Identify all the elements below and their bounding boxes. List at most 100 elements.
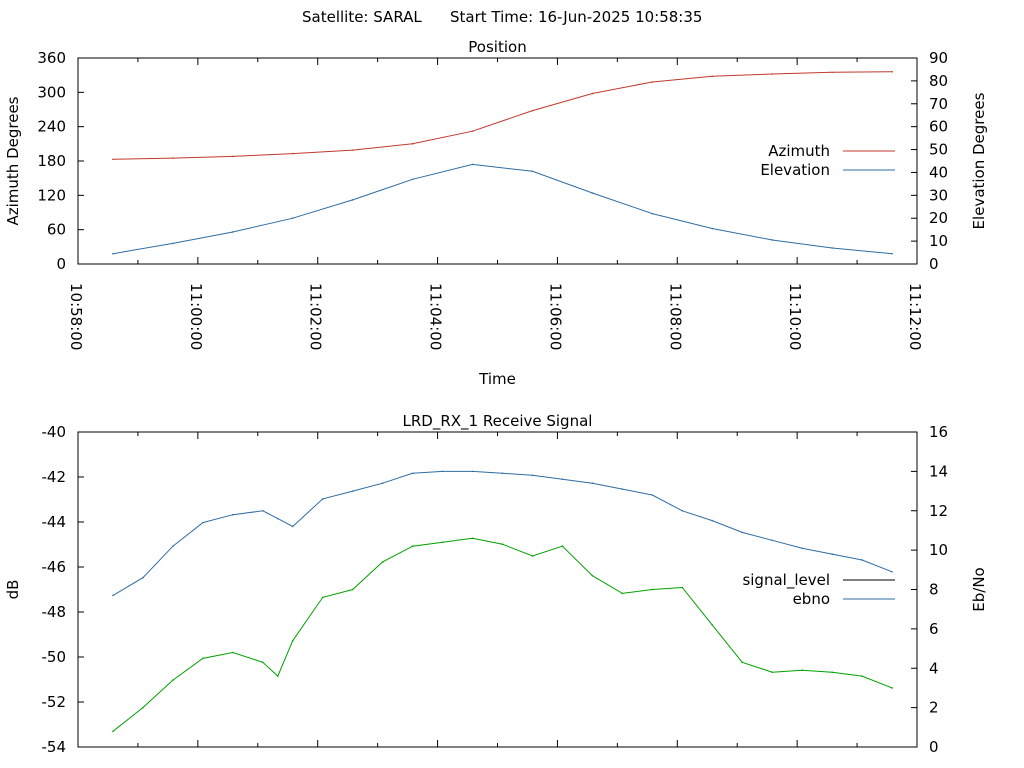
x-tick-label: 11:08:00	[666, 283, 684, 350]
data-point	[172, 545, 174, 547]
data-point	[411, 143, 414, 145]
y2-tick-label: 30	[929, 186, 948, 204]
data-point	[891, 252, 893, 255]
chart-title: LRD_RX_1 Receive Signal	[403, 412, 593, 431]
x-tick-label: 11:10:00	[786, 283, 804, 350]
data-point	[711, 75, 714, 78]
data-point	[172, 157, 174, 159]
satellite-label: Satellite: SARAL	[302, 8, 422, 26]
data-point	[891, 570, 893, 573]
series-line-Azimuth	[112, 71, 893, 160]
data-point	[276, 675, 279, 677]
y2-axis-label: Elevation Degrees	[970, 92, 988, 229]
data-point	[561, 478, 564, 481]
y2-tick-label: 0	[929, 738, 939, 756]
data-point	[711, 227, 714, 230]
x-axis-label: Time	[478, 370, 516, 388]
data-point	[261, 661, 264, 664]
data-point	[771, 239, 773, 241]
data-point	[202, 657, 204, 660]
y-tick-label: -50	[42, 648, 67, 666]
data-point	[501, 543, 504, 546]
data-point	[771, 539, 773, 542]
data-point	[172, 679, 174, 681]
data-point	[291, 152, 294, 155]
data-point	[321, 498, 324, 500]
data-point	[891, 687, 893, 689]
chart-1: Position 0 60 120 180 240 300 360 0 10 20 30 40 50 60 7…	[4, 38, 988, 388]
legend-label: signal_level	[742, 571, 830, 590]
y-tick-label: -44	[42, 513, 67, 531]
data-point	[351, 588, 354, 591]
data-point	[351, 199, 354, 201]
data-point	[112, 158, 114, 161]
data-point	[531, 109, 534, 112]
y-axis-label: dB	[4, 580, 22, 600]
data-point	[801, 547, 803, 549]
y-axis-label: Azimuth Degrees	[4, 96, 22, 225]
data-point	[471, 130, 474, 133]
legend-label: Azimuth	[768, 142, 830, 160]
data-point	[771, 671, 773, 673]
data-point	[441, 470, 444, 473]
y2-tick-label: 12	[929, 502, 948, 520]
y2-tick-label: 10	[929, 232, 948, 250]
data-point	[411, 545, 414, 547]
data-point	[172, 242, 174, 245]
data-point	[651, 494, 654, 496]
legend-label: Elevation	[760, 161, 830, 179]
y2-tick-label: 14	[929, 462, 948, 480]
data-point	[831, 71, 833, 74]
data-point	[681, 586, 684, 589]
data-point	[621, 488, 624, 490]
y2-tick-label: 6	[929, 620, 939, 638]
x-tick-label: 11:02:00	[307, 283, 325, 350]
data-point	[831, 671, 833, 673]
y2-tick-label: 60	[929, 118, 948, 136]
data-point	[381, 561, 384, 563]
data-point	[531, 555, 534, 557]
data-point	[591, 92, 594, 95]
data-point	[291, 525, 294, 528]
y-tick-label: -54	[42, 738, 67, 756]
series-line-ebno-green	[112, 537, 893, 732]
y-tick-label: 60	[47, 221, 66, 239]
data-point	[561, 545, 564, 547]
data-point	[711, 519, 714, 522]
x-tick-label: 11:00:00	[187, 283, 205, 350]
data-point	[531, 474, 534, 477]
data-point	[651, 588, 654, 591]
data-point	[202, 521, 204, 524]
data-point	[651, 81, 654, 83]
data-point	[591, 574, 594, 577]
y2-tick-label: 2	[929, 699, 939, 717]
y-tick-label: 0	[56, 255, 66, 273]
data-point	[801, 669, 803, 672]
data-point	[112, 594, 114, 597]
y2-tick-label: 4	[929, 659, 939, 677]
y2-tick-label: 70	[929, 95, 948, 113]
plot-border	[77, 431, 918, 748]
data-point	[471, 163, 474, 166]
data-point	[261, 509, 264, 512]
y-tick-label: 120	[37, 186, 66, 204]
data-point	[112, 252, 114, 255]
data-point	[441, 541, 444, 544]
data-point	[741, 661, 744, 664]
data-point	[321, 596, 324, 599]
data-point	[861, 559, 863, 561]
data-point	[891, 70, 893, 73]
charts-layer: Position06012018024030036001020304050607…	[4, 38, 988, 756]
y-tick-label: -46	[42, 558, 67, 576]
y2-tick-label: 16	[929, 423, 948, 441]
data-point	[411, 472, 414, 475]
y2-tick-label: 50	[929, 141, 948, 159]
start-time-label: Start Time: 16-Jun-2025 10:58:35	[450, 8, 702, 26]
x-tick-label: 10:58:00	[67, 283, 85, 350]
data-point	[711, 624, 714, 626]
data-point	[471, 470, 474, 473]
data-point	[232, 231, 234, 233]
x-tick-label: 11:06:00	[546, 283, 564, 350]
data-point	[591, 192, 594, 194]
